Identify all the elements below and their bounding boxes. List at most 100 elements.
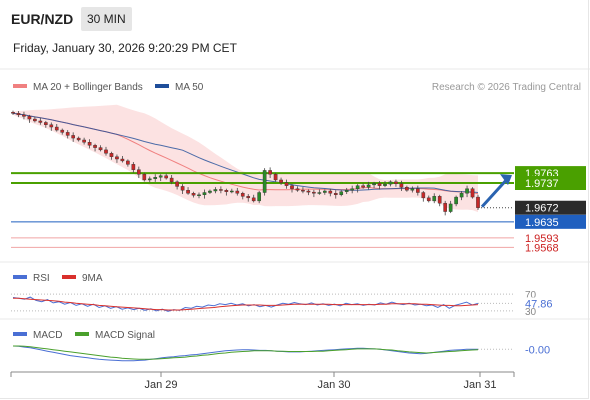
- candle-body: [448, 203, 453, 212]
- candle-body: [421, 192, 426, 199]
- copyright-label: Research © 2026 Trading Central: [432, 82, 581, 93]
- candle-body: [273, 174, 278, 181]
- candle-body: [22, 114, 26, 117]
- rsi-current-label: 47.86: [525, 298, 553, 310]
- candle-body: [164, 175, 168, 179]
- candle-body: [197, 194, 201, 197]
- candle-body: [426, 197, 431, 202]
- candle-body: [251, 197, 256, 202]
- candle-body: [60, 129, 65, 133]
- candle-body: [76, 137, 81, 141]
- candle-body: [317, 192, 322, 194]
- candle-body: [120, 158, 125, 162]
- macd-legend-label: MACD: [33, 330, 62, 341]
- support-level-label: 1.9593: [525, 233, 559, 245]
- candle-body: [44, 122, 48, 125]
- candle-body: [262, 170, 267, 193]
- candle-body: [344, 190, 349, 192]
- pivot-label: 1.9635: [525, 217, 559, 229]
- ma20-legend-label: MA 20 + Bollinger Bands: [33, 82, 143, 93]
- candle-body: [38, 120, 43, 123]
- support-level-label: 1.9568: [525, 242, 559, 254]
- candle-body: [98, 147, 103, 151]
- ma50-line: [12, 112, 479, 193]
- chart-header: EUR/NZD 30 MIN: [0, 0, 590, 38]
- rsi-ma-line: [13, 297, 479, 311]
- candle-body: [180, 186, 185, 191]
- current-price-label: 1.9672: [525, 203, 559, 215]
- candle-body: [115, 156, 119, 160]
- candle-body: [82, 139, 86, 143]
- candle-body: [246, 196, 251, 199]
- candle-body: [235, 190, 240, 194]
- candle-body: [432, 196, 437, 202]
- timeframe-button[interactable]: 30 MIN: [81, 7, 132, 31]
- x-axis-tick-label: Jan 31: [463, 379, 496, 391]
- currency-pair: EUR/NZD: [11, 11, 74, 27]
- candle-body: [257, 192, 261, 202]
- candle-body: [93, 145, 97, 148]
- ma50-legend-label: MA 50: [175, 82, 204, 93]
- candle-body: [443, 202, 447, 212]
- candle-body: [284, 182, 289, 186]
- candle-body: [87, 142, 92, 146]
- candle-body: [104, 149, 108, 154]
- pivot-label-bg: [515, 214, 586, 229]
- candle-body: [49, 124, 54, 128]
- candle-body: [465, 188, 469, 194]
- price-levels: [11, 172, 514, 248]
- candle-body: [355, 185, 360, 189]
- forecast-arrow-head: [500, 174, 512, 186]
- candle-body: [147, 178, 152, 181]
- candle-body: [459, 193, 464, 198]
- candle-body: [158, 175, 163, 178]
- candle-body: [323, 190, 327, 193]
- rsi-legend-label: RSI: [33, 273, 50, 284]
- candle-body: [65, 132, 70, 136]
- bollinger-band-fill: [13, 104, 478, 213]
- candle-body: [137, 169, 141, 175]
- candle-body: [328, 190, 333, 194]
- candle-body: [333, 193, 338, 196]
- candle-body: [339, 191, 344, 195]
- current-price-label-bg: [515, 200, 586, 215]
- x-axis: Jan 29 Jan 30 Jan 31: [10, 371, 515, 391]
- candle-body: [186, 190, 190, 194]
- candlesticks: [11, 110, 480, 216]
- macd-signal-legend-label: MACD Signal: [95, 330, 155, 341]
- candle-body: [306, 190, 311, 193]
- forecast-arrow-shaft: [480, 177, 510, 208]
- candle-body: [410, 188, 415, 191]
- candle-body: [240, 193, 245, 197]
- macd-line: [12, 345, 478, 362]
- candle-body: [312, 191, 316, 194]
- candle-body: [394, 181, 398, 184]
- macd-signal-line: [13, 345, 479, 360]
- candle-body: [131, 164, 136, 170]
- x-axis-tick-label: Jan 29: [144, 379, 177, 391]
- candle-body: [33, 118, 37, 122]
- rsi-threshold-label: 70: [525, 290, 537, 301]
- candle-body: [383, 183, 387, 186]
- candle-body: [16, 113, 21, 116]
- chart-datetime: Friday, January 30, 2026 9:20:29 PM CET: [13, 41, 237, 55]
- rsi-current-label-bg: [520, 297, 554, 310]
- candle-body: [142, 174, 147, 181]
- candle-body: [109, 153, 114, 157]
- candle-body: [191, 193, 196, 196]
- resistance-label: 1.9737: [525, 178, 559, 190]
- candle-body: [230, 190, 234, 193]
- bollinger-bands: [13, 104, 478, 213]
- candle-body: [350, 188, 354, 191]
- candle-body: [416, 188, 420, 193]
- candle-body: [219, 189, 223, 191]
- candle-body: [470, 188, 475, 198]
- candle-body: [405, 186, 409, 191]
- forecast-arrow: [480, 174, 512, 208]
- candle-body: [377, 183, 382, 186]
- macd-pane: -0.00: [12, 344, 550, 362]
- candle-body: [126, 160, 130, 165]
